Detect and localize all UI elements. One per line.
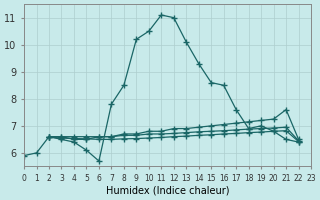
X-axis label: Humidex (Indice chaleur): Humidex (Indice chaleur)	[106, 186, 229, 196]
